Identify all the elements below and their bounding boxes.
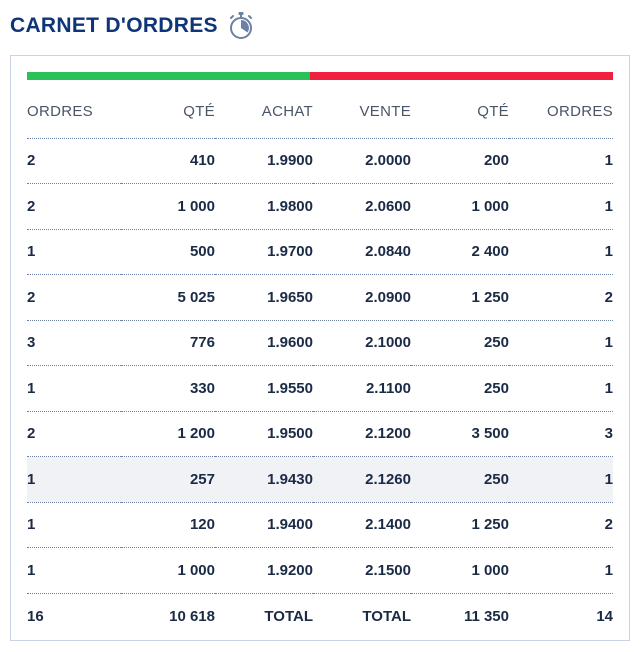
sell-orders-cell: 3 (604, 425, 613, 443)
stopwatch-icon[interactable] (228, 11, 254, 41)
totals-row: 16 10 618 TOTAL TOTAL 11 350 14 (27, 593, 613, 639)
buy-qty-cell: 500 (189, 243, 215, 261)
buy-qty-cell: 1 200 (177, 425, 215, 443)
table-row: 1 500 1.9700 2.0840 2 400 1 (27, 229, 613, 275)
bid-price-cell: 1.9650 (267, 288, 313, 306)
sell-qty-cell: 250 (483, 379, 509, 397)
header-sell-orders: ORDRES (547, 103, 613, 121)
buy-qty-cell: 330 (189, 379, 215, 397)
ask-price-cell: 2.0840 (365, 243, 411, 261)
sell-orders-cell: 1 (604, 152, 613, 170)
sell-qty-cell: 2 400 (471, 243, 509, 261)
sell-orders-cell: 1 (604, 334, 613, 352)
bid-price-cell: 1.9550 (267, 379, 313, 397)
bid-price-cell: 1.9200 (267, 561, 313, 579)
buy-qty-cell: 1 000 (177, 197, 215, 215)
bid-price-cell: 1.9600 (267, 334, 313, 352)
ask-price-cell: 2.0900 (365, 288, 411, 306)
sell-orders-cell: 1 (604, 243, 613, 261)
bid-price-cell: 1.9430 (215, 456, 313, 502)
ask-price-cell: 2.1100 (365, 379, 411, 397)
total-sell-orders: 14 (596, 607, 613, 625)
header-buy-qty: QTÉ (183, 103, 215, 121)
ask-price-cell: 2.1260 (313, 456, 411, 502)
table-row: 3 776 1.9600 2.1000 250 1 (27, 320, 613, 366)
sell-qty-cell: 1 000 (471, 197, 509, 215)
buy-qty-cell: 5 025 (177, 288, 215, 306)
order-book-panel: ORDRES QTÉ ACHAT VENTE QTÉ ORDRES 2 410 1.… (10, 55, 630, 641)
bid-price-cell: 1.9700 (267, 243, 313, 261)
table-row: 1 1 000 1.9200 2.1500 1 000 1 (27, 548, 613, 593)
total-sell-qty: 11 350 (463, 607, 509, 625)
ask-price-cell: 2.1400 (365, 516, 411, 534)
order-book-table: ORDRES QTÉ ACHAT VENTE QTÉ ORDRES 2 410 1.… (27, 86, 613, 639)
sell-qty-cell: 250 (483, 334, 509, 352)
buy-orders-cell: 1 (27, 561, 36, 579)
table-row: 2 1 200 1.9500 2.1200 3 500 3 (27, 411, 613, 457)
total-ask-label: TOTAL (362, 607, 411, 625)
sell-orders-cell: 1 (604, 561, 613, 579)
sell-qty-cell: 200 (483, 152, 509, 170)
sell-qty-cell: 1 000 (471, 561, 509, 579)
header-sell-qty: QTÉ (477, 103, 509, 121)
sell-qty-cell: 1 250 (471, 516, 509, 534)
table-row: 2 1 000 1.9800 2.0600 1 000 1 (27, 184, 613, 229)
buy-orders-cell: 2 (27, 152, 36, 170)
buy-sell-ratio-bar (27, 72, 613, 80)
sell-orders-cell: 1 (604, 379, 613, 397)
bid-price-cell: 1.9500 (267, 425, 313, 443)
buy-qty-cell: 1 000 (177, 561, 215, 579)
total-buy-orders: 16 (27, 607, 44, 625)
ask-price-cell: 2.1500 (365, 561, 411, 579)
buy-orders-cell: 1 (27, 456, 121, 502)
sell-orders-cell: 2 (604, 288, 613, 306)
buy-orders-cell: 1 (27, 516, 36, 534)
table-row: 1 330 1.9550 2.1100 250 1 (27, 366, 613, 411)
header-buy-orders: ORDRES (27, 103, 93, 121)
header-ask: VENTE (359, 103, 411, 121)
buy-qty-cell: 120 (189, 516, 215, 534)
ask-price-cell: 2.1000 (365, 334, 411, 352)
buy-orders-cell: 2 (27, 425, 36, 443)
sell-qty-cell: 1 250 (471, 288, 509, 306)
ask-price-cell: 2.0600 (365, 197, 411, 215)
bid-price-cell: 1.9400 (267, 516, 313, 534)
ask-price-cell: 2.1200 (365, 425, 411, 443)
page-title: CARNET D'ORDRES (10, 14, 218, 37)
sell-qty-cell: 250 (411, 456, 509, 502)
ask-price-cell: 2.0000 (365, 152, 411, 170)
buy-ratio-segment (27, 72, 311, 80)
table-row: 1 257 1.9430 2.1260 250 1 (27, 456, 613, 502)
bid-price-cell: 1.9900 (267, 152, 313, 170)
buy-orders-cell: 1 (27, 379, 36, 397)
buy-orders-cell: 2 (27, 197, 36, 215)
total-buy-qty: 10 618 (169, 607, 215, 625)
sell-ratio-segment (310, 72, 613, 80)
buy-qty-cell: 257 (121, 456, 215, 502)
table-row: 2 5 025 1.9650 2.0900 1 250 2 (27, 275, 613, 320)
table-row: 1 120 1.9400 2.1400 1 250 2 (27, 502, 613, 548)
header-bid: ACHAT (261, 103, 313, 121)
buy-qty-cell: 410 (189, 152, 215, 170)
sell-orders-cell: 2 (604, 516, 613, 534)
total-bid-label: TOTAL (264, 607, 313, 625)
sell-qty-cell: 3 500 (471, 425, 509, 443)
header: CARNET D'ORDRES (10, 9, 254, 43)
buy-orders-cell: 3 (27, 334, 36, 352)
sell-orders-cell: 1 (604, 197, 613, 215)
buy-qty-cell: 776 (189, 334, 215, 352)
bid-price-cell: 1.9800 (267, 197, 313, 215)
table-header-row: ORDRES QTÉ ACHAT VENTE QTÉ ORDRES (27, 86, 613, 138)
sell-orders-cell: 1 (509, 456, 613, 502)
buy-orders-cell: 2 (27, 288, 36, 306)
table-row: 2 410 1.9900 2.0000 200 1 (27, 138, 613, 184)
buy-orders-cell: 1 (27, 243, 36, 261)
